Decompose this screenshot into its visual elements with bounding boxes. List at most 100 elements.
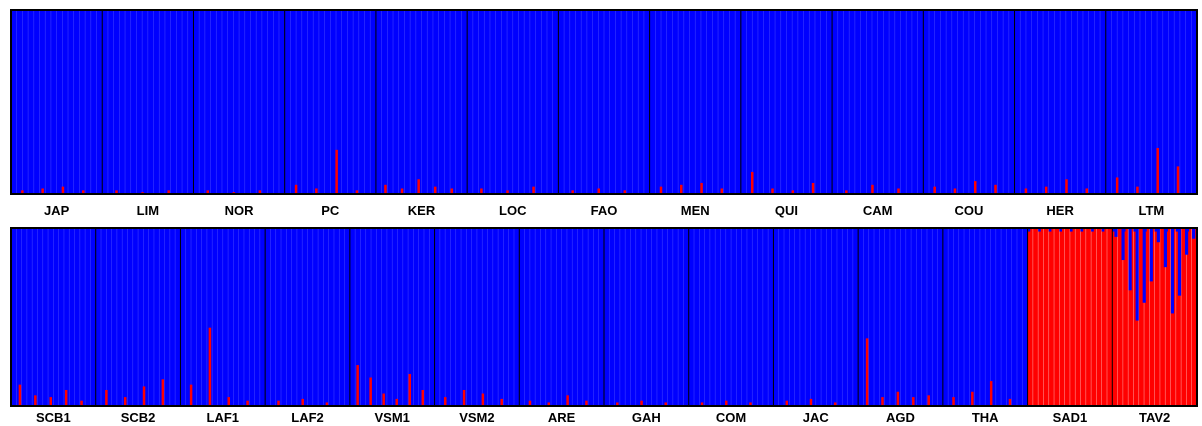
red-bar: [659, 186, 663, 194]
population-block-cam: [831, 10, 918, 194]
population-label-cou: COU: [954, 203, 983, 218]
blue-bar: [1186, 228, 1190, 232]
blue-bar: [1069, 228, 1073, 232]
population-block-fao: [557, 10, 645, 194]
blue-bar: [1175, 228, 1179, 232]
red-bar: [1156, 148, 1159, 194]
red-bar: [927, 395, 930, 406]
red-bar: [189, 384, 193, 406]
red-bar: [953, 188, 957, 194]
red-bar: [700, 182, 703, 194]
population-label-laf1: LAF1: [207, 410, 240, 425]
red-bar: [421, 389, 425, 406]
red-bar: [680, 184, 683, 194]
red-bar: [356, 365, 359, 406]
red-bar: [500, 398, 503, 406]
population-label-ker: KER: [408, 203, 436, 218]
red-bar: [64, 389, 68, 406]
red-bar: [845, 190, 848, 194]
blue-bar: [1114, 228, 1118, 237]
red-bar: [208, 327, 212, 406]
red-bar: [61, 186, 65, 194]
population-block-lim: [101, 10, 189, 194]
population-label-pc: PC: [321, 203, 340, 218]
red-bar: [443, 397, 447, 406]
population-label-nor: NOR: [225, 203, 255, 218]
population-block-scb2: [95, 228, 176, 406]
red-bar: [315, 188, 318, 194]
population-label-tav2: TAV2: [1139, 410, 1170, 425]
population-label-men: MEN: [681, 203, 710, 218]
red-bar: [623, 190, 627, 194]
red-bar: [41, 188, 44, 194]
population-block-sad1: [1027, 228, 1113, 406]
red-bar: [142, 386, 146, 406]
red-bar: [384, 184, 387, 194]
population-block-men: [649, 10, 736, 194]
population-block-laf2: [264, 228, 345, 406]
red-bar: [246, 400, 249, 406]
red-bar: [1136, 186, 1139, 194]
population-block-loc: [466, 10, 553, 194]
population-block-agd: [857, 228, 938, 406]
population-label-tha: THA: [972, 410, 999, 425]
top-structure-panel: [10, 9, 1198, 195]
red-bar: [664, 402, 668, 406]
population-block-vsm2: [434, 228, 515, 406]
red-bar: [21, 190, 24, 194]
red-bar: [725, 400, 728, 406]
panel-frame: [10, 9, 1198, 195]
population-label-jap: JAP: [44, 203, 70, 218]
red-bar: [1008, 398, 1012, 406]
blue-bar: [1165, 228, 1168, 232]
red-bar: [566, 395, 569, 406]
population-label-scb2: SCB2: [121, 410, 156, 425]
red-bar: [952, 397, 955, 406]
population-label-agd: AGD: [886, 410, 915, 425]
red-bar: [81, 190, 85, 194]
red-bar: [123, 397, 127, 406]
red-bar: [933, 186, 936, 194]
blue-bar: [1170, 228, 1175, 314]
red-bar: [417, 179, 420, 194]
population-block-com: [688, 228, 769, 406]
blue-bar: [1121, 228, 1125, 261]
blue-bar: [1135, 228, 1139, 321]
red-bar: [400, 188, 404, 194]
red-bar: [809, 398, 813, 406]
population-label-scb1: SCB1: [36, 410, 71, 425]
blue-bar: [1038, 228, 1041, 232]
population-block-ltm: [1105, 10, 1192, 194]
red-bar: [571, 190, 574, 194]
red-bar: [355, 190, 359, 194]
red-bar: [395, 398, 398, 406]
population-label-lim: LIM: [137, 203, 159, 218]
bottom-structure-panel: [10, 227, 1198, 407]
blue-bar: [1184, 228, 1189, 255]
panel-frame: [10, 227, 1198, 407]
red-bar: [408, 373, 412, 406]
blue-bar: [1122, 228, 1126, 232]
blue-bar: [1027, 228, 1031, 232]
red-bar: [597, 188, 600, 194]
red-bar: [506, 190, 509, 194]
red-bar: [105, 389, 108, 406]
red-bar: [369, 377, 372, 406]
population-block-cou: [922, 10, 1010, 194]
red-bar: [897, 188, 900, 194]
red-bar: [335, 149, 338, 194]
top-population-labels: JAP LIM NOR PC KER LOC FAO MEN QUI CAM COU HER LTM: [44, 203, 1164, 218]
red-bar: [640, 400, 643, 406]
red-bar: [1044, 186, 1048, 194]
red-bar: [1065, 179, 1068, 194]
population-block-gah: [603, 228, 684, 406]
red-bar: [771, 188, 774, 194]
population-block-laf1: [179, 228, 261, 406]
red-bar: [450, 188, 454, 194]
blue-bar: [1059, 228, 1062, 232]
red-bar: [971, 391, 974, 406]
population-block-tav2: [1111, 228, 1197, 406]
population-label-her: HER: [1046, 203, 1074, 218]
red-bar: [750, 171, 754, 194]
